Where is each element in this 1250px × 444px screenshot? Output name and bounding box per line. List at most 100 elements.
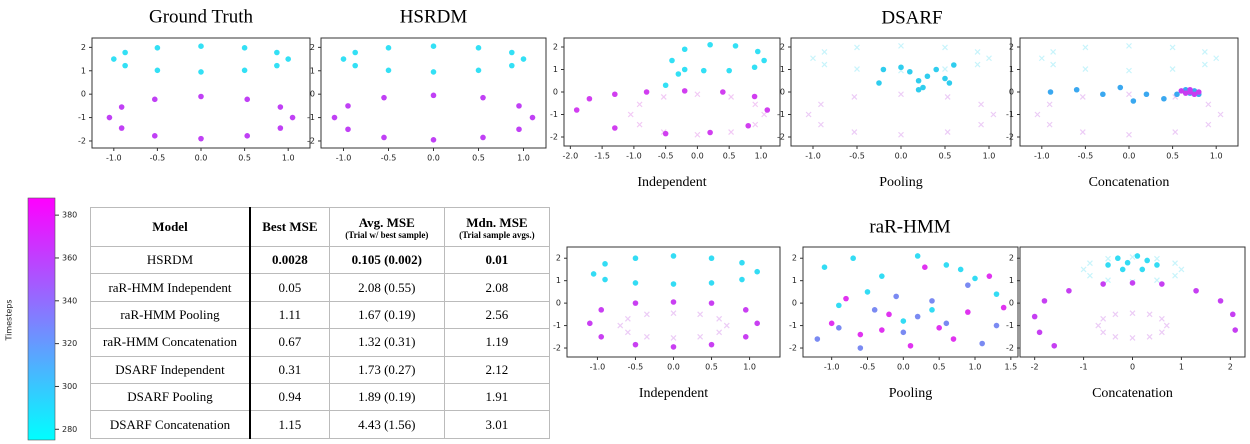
point (1115, 255, 1121, 262)
point (915, 77, 922, 84)
colorbar-tick-label: 280 (62, 425, 77, 434)
point (612, 125, 618, 131)
point (836, 302, 842, 309)
point-cross (898, 131, 904, 138)
point-cross (627, 111, 634, 118)
point-cross (1038, 55, 1045, 62)
point-cross (944, 94, 951, 100)
point (754, 320, 760, 327)
point (879, 273, 885, 279)
y-tick-label: -1 (307, 113, 315, 122)
point (475, 45, 482, 51)
point (1174, 91, 1180, 98)
x-tick-label: 0.5 (723, 152, 736, 161)
x-tick-label: -0.5 (849, 152, 865, 161)
point-cross (854, 44, 860, 51)
point (943, 262, 950, 268)
point (106, 114, 113, 121)
point-cross (761, 111, 768, 118)
x-tick-label: 0.5 (238, 154, 251, 163)
point (1154, 262, 1160, 268)
point (520, 56, 527, 62)
point-cross (817, 101, 824, 108)
point (943, 320, 950, 327)
point-cross (1205, 121, 1212, 128)
point-cross (821, 61, 828, 68)
x-tick-label: -0.5 (150, 154, 166, 163)
point (821, 264, 828, 271)
table-row: raR-HMM Concatenation 0.67 1.32 (0.31) 1.19 (90, 328, 551, 357)
x-tick-label: -0.5 (860, 363, 876, 372)
y-tick-label: 1 (310, 66, 315, 75)
point-cross (1129, 254, 1136, 261)
x-tick-label: -2 (1031, 363, 1039, 372)
table-cell: 1.11 (249, 300, 330, 330)
point-cross (942, 44, 948, 51)
point (900, 318, 907, 324)
y-tick-label: -2 (553, 344, 561, 353)
point-cross (851, 94, 858, 100)
y-tick-label: -2 (1006, 344, 1014, 353)
plot-caption: Independent (637, 175, 706, 190)
point (198, 43, 204, 49)
point-cross (978, 121, 985, 128)
point-cross (1201, 49, 1208, 55)
header-sub: (Trial sample avgs.) (459, 229, 535, 240)
point (670, 253, 677, 259)
point (914, 253, 921, 259)
point-cross (990, 111, 997, 118)
point (857, 331, 864, 338)
y-tick-label: 0 (780, 88, 785, 97)
point-cross (1154, 255, 1160, 262)
y-tick-label: 2 (1009, 43, 1014, 52)
point (986, 273, 993, 279)
point (979, 340, 985, 347)
y-tick-label: -1 (1006, 321, 1014, 330)
point (739, 259, 745, 266)
point-cross (1105, 255, 1111, 262)
table-row: HSRDM 0.0028 0.105 (0.002) 0.01 (90, 245, 551, 275)
table-cell: 0.105 (0.002) (328, 245, 445, 275)
x-tick-label: -1.5 (594, 152, 610, 161)
y-tick-label: -1 (1006, 110, 1014, 119)
table-cell: DSARF Concatenation (90, 410, 251, 439)
x-tick-label: 0.0 (1123, 152, 1136, 161)
point-cross (1126, 131, 1132, 138)
point (732, 43, 739, 49)
point (1232, 327, 1239, 333)
table-cell: 1.67 (0.19) (328, 300, 445, 330)
point-cross (1082, 66, 1089, 72)
x-tick-label: 0.0 (691, 152, 704, 161)
point (708, 280, 715, 286)
point (681, 46, 688, 53)
point (430, 92, 437, 99)
point-cross (728, 129, 735, 135)
point (681, 88, 688, 94)
header-sub: (Trial w/ best sample) (345, 229, 429, 240)
table-row: DSARF Independent 0.31 1.73 (0.27) 2.12 (90, 355, 551, 384)
point (662, 130, 669, 137)
point (1124, 259, 1131, 266)
point (993, 322, 1000, 329)
point (151, 133, 158, 139)
y-tick-label: 2 (780, 43, 785, 52)
point-cross (1100, 315, 1107, 322)
y-tick-label: 0 (556, 299, 561, 308)
point (950, 336, 957, 342)
point-cross (716, 329, 723, 336)
point (632, 255, 639, 262)
x-tick-label: -1.0 (824, 363, 840, 372)
point-cross (1112, 333, 1119, 340)
point (843, 295, 849, 302)
point (920, 84, 926, 91)
point (602, 276, 608, 283)
point (529, 114, 536, 121)
point (340, 56, 347, 62)
point (662, 82, 669, 89)
point-cross (1046, 121, 1053, 128)
point (590, 271, 597, 277)
x-tick-label: 1.0 (755, 152, 768, 161)
point (430, 69, 437, 75)
point-cross (942, 66, 948, 72)
table-cell: 0.94 (249, 382, 330, 412)
